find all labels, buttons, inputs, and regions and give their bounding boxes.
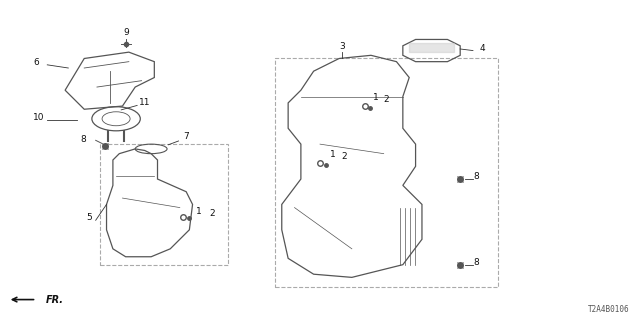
Text: 3: 3 (339, 42, 345, 51)
Text: 2: 2 (341, 152, 347, 161)
Text: 1: 1 (373, 93, 379, 102)
Text: 2: 2 (383, 95, 389, 104)
Text: 9: 9 (124, 28, 129, 37)
Text: 7: 7 (183, 132, 189, 141)
Text: 1: 1 (330, 150, 335, 159)
Text: 5: 5 (86, 213, 92, 222)
Text: 8: 8 (473, 172, 479, 181)
Text: 6: 6 (33, 58, 39, 67)
Text: 8: 8 (473, 258, 479, 267)
Polygon shape (409, 43, 454, 52)
Text: T2A4B0106: T2A4B0106 (588, 305, 629, 314)
Text: 2: 2 (209, 210, 214, 219)
Text: 4: 4 (479, 44, 485, 52)
Text: 11: 11 (139, 99, 150, 108)
Text: FR.: FR. (46, 295, 64, 305)
Text: 8: 8 (80, 135, 86, 144)
Text: 1: 1 (196, 207, 202, 216)
Text: 10: 10 (33, 113, 44, 122)
